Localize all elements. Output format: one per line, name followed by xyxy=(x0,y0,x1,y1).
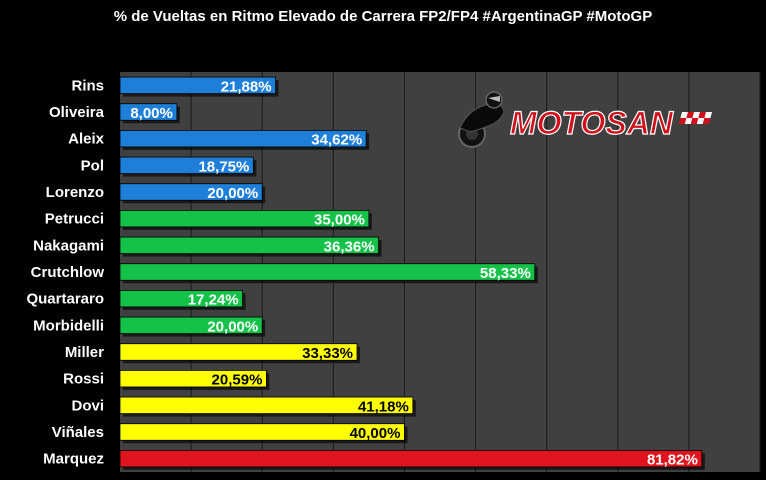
bar-viñales xyxy=(119,423,405,441)
value-labels: 21,88% 8,00% 34,62% 18,75% 20,00% 35,00% 36,36… xyxy=(130,78,697,468)
logo-text: MOTOSAN xyxy=(510,105,674,141)
value-label: 20,00% xyxy=(207,185,258,202)
bar-lorenzo xyxy=(119,183,263,201)
category-label: Pol xyxy=(81,157,104,174)
value-label: 18,75% xyxy=(198,158,249,175)
category-label: Oliveira xyxy=(49,104,105,121)
bar-petrucci xyxy=(119,209,370,228)
value-label: 33,33% xyxy=(302,345,353,362)
value-label: 17,24% xyxy=(188,292,239,309)
value-label: 20,00% xyxy=(207,318,258,335)
value-label: 21,88% xyxy=(221,78,272,95)
value-label: 35,00% xyxy=(314,212,365,229)
bar-rossi xyxy=(119,369,267,388)
bar-oliveira xyxy=(119,103,178,121)
value-label: 20,59% xyxy=(212,372,263,389)
category-label: Miller xyxy=(65,344,104,361)
category-label: Rins xyxy=(71,77,104,94)
value-label: 58,33% xyxy=(480,265,531,282)
bar-nakagami xyxy=(119,236,379,254)
category-label: Lorenzo xyxy=(46,184,104,201)
category-label: Quartararo xyxy=(26,291,104,308)
value-label: 36,36% xyxy=(324,238,375,255)
category-label: Viñales xyxy=(52,424,104,441)
motosan-logo: MOTOSAN xyxy=(458,91,712,148)
category-label: Dovi xyxy=(71,397,104,414)
bar-rins xyxy=(119,76,276,94)
chart-title: % de Vueltas en Ritmo Elevado de Carrera… xyxy=(113,8,653,25)
bar-quartararo xyxy=(119,289,243,308)
bar-crutchlow xyxy=(119,263,536,281)
category-label: Morbidelli xyxy=(33,317,104,334)
category-label: Nakagami xyxy=(33,237,104,254)
value-label: 40,00% xyxy=(350,425,401,442)
category-label: Rossi xyxy=(63,371,104,388)
category-labels: Rins Oliveira Aleix Pol Lorenzo Petrucci Nakag… xyxy=(26,77,104,467)
bar-dovi xyxy=(119,396,414,415)
category-label: Crutchlow xyxy=(31,264,105,281)
bars xyxy=(119,76,705,470)
value-label: 81,82% xyxy=(647,452,698,469)
bar-miller xyxy=(119,343,358,361)
category-label: Petrucci xyxy=(45,211,104,228)
bar-morbidelli xyxy=(119,316,263,335)
motorcycle-rider-icon xyxy=(458,91,505,148)
bar-aleix xyxy=(119,129,367,148)
bar-marquez xyxy=(119,449,703,468)
bar-pol xyxy=(119,156,254,174)
checkered-flag-icon xyxy=(678,112,712,124)
value-label: 8,00% xyxy=(130,105,173,122)
category-label: Aleix xyxy=(68,131,105,148)
category-label: Marquez xyxy=(43,451,104,468)
value-label: 34,62% xyxy=(311,132,362,149)
value-label: 41,18% xyxy=(358,398,409,415)
